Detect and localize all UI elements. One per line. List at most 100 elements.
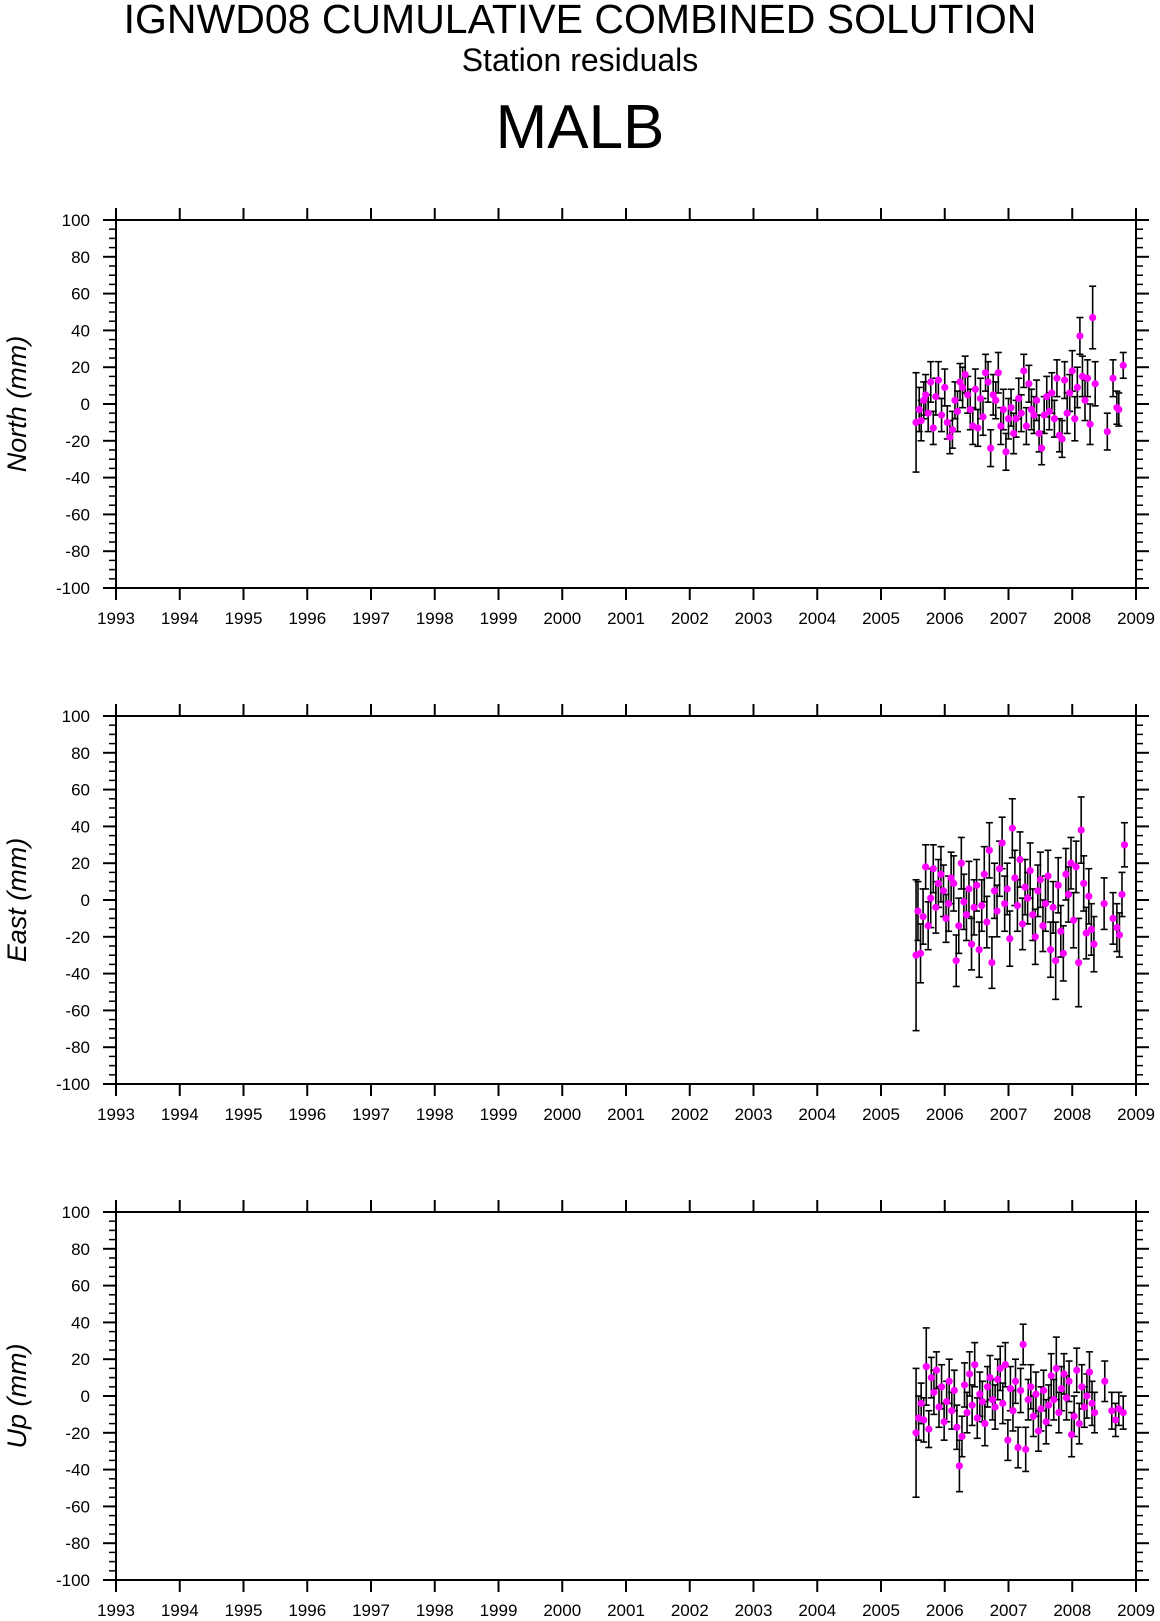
data-point bbox=[1008, 824, 1016, 832]
y-tick-label: 40 bbox=[71, 1313, 90, 1332]
panel-north: 100 80 60 40 20 0 -20 -40 -60 -80 -100 1993 1994 1995… bbox=[2, 208, 1155, 628]
x-tick-label: 1994 bbox=[161, 1105, 199, 1124]
data-point bbox=[1075, 1420, 1083, 1428]
series-east bbox=[912, 796, 1129, 1032]
y-tick-label: 0 bbox=[81, 395, 90, 414]
x-tick-label: 2009 bbox=[1117, 609, 1155, 628]
data-point bbox=[978, 1397, 986, 1406]
data-point bbox=[932, 393, 940, 401]
y-tick-label: -20 bbox=[65, 432, 90, 451]
data-point bbox=[1057, 927, 1065, 935]
data-point bbox=[1019, 1340, 1027, 1349]
x-tick-label: 1995 bbox=[225, 1105, 263, 1124]
data-point bbox=[983, 918, 991, 926]
y-tick-label: 80 bbox=[71, 744, 90, 763]
data-point bbox=[1048, 389, 1056, 397]
data-point bbox=[956, 378, 964, 386]
data-point bbox=[1045, 407, 1053, 415]
data-point bbox=[1109, 374, 1117, 382]
y-tick-label: -40 bbox=[65, 965, 90, 984]
data-point bbox=[990, 887, 999, 895]
data-point bbox=[1052, 1364, 1060, 1372]
x-tick-label: 1997 bbox=[352, 609, 390, 628]
data-point bbox=[1021, 883, 1029, 891]
data-point bbox=[952, 957, 960, 965]
data-point bbox=[1075, 958, 1083, 967]
data-point bbox=[1115, 405, 1123, 414]
data-point bbox=[1001, 900, 1009, 908]
data-point bbox=[973, 1414, 981, 1422]
data-point bbox=[1071, 415, 1079, 423]
data-point bbox=[1037, 1405, 1045, 1413]
data-point bbox=[1025, 380, 1033, 388]
data-point bbox=[1038, 444, 1046, 452]
data-point bbox=[1081, 396, 1089, 404]
y-tick-label: -100 bbox=[56, 1571, 90, 1590]
data-point bbox=[1082, 929, 1090, 937]
y-tick-label: 100 bbox=[62, 1203, 90, 1222]
data-point bbox=[1030, 411, 1038, 419]
data-point bbox=[1031, 933, 1039, 941]
y-tick-label: 100 bbox=[62, 707, 90, 726]
x-tick-label: 1999 bbox=[480, 1601, 518, 1620]
data-point bbox=[985, 846, 993, 854]
data-point bbox=[953, 1423, 961, 1431]
x-tick-label: 2008 bbox=[1053, 1601, 1091, 1620]
x-tick-label: 2003 bbox=[735, 609, 773, 628]
data-point bbox=[935, 1403, 943, 1411]
x-tick-label: 2005 bbox=[862, 1105, 900, 1124]
x-tick-label: 1993 bbox=[97, 1105, 135, 1124]
data-point bbox=[998, 839, 1006, 847]
data-point bbox=[964, 391, 972, 399]
data-point bbox=[1080, 1403, 1088, 1411]
data-point bbox=[993, 907, 1001, 915]
data-point bbox=[974, 424, 982, 432]
y-tick-label: 80 bbox=[71, 248, 90, 267]
y-tick-label: 60 bbox=[71, 781, 90, 800]
data-point bbox=[920, 1416, 928, 1424]
data-point bbox=[937, 411, 946, 419]
x-tick-label: 2007 bbox=[990, 609, 1028, 628]
data-point bbox=[1024, 1396, 1032, 1404]
data-point bbox=[1090, 1408, 1099, 1417]
data-point bbox=[937, 1383, 946, 1391]
data-point bbox=[1017, 409, 1025, 417]
data-point bbox=[976, 394, 985, 403]
data-point bbox=[1010, 429, 1018, 438]
data-point bbox=[1029, 911, 1037, 919]
x-tick-label: 2002 bbox=[671, 1105, 709, 1124]
data-point bbox=[1032, 396, 1041, 404]
data-point bbox=[999, 1399, 1007, 1407]
series-north bbox=[912, 285, 1127, 473]
data-point bbox=[1059, 949, 1067, 957]
data-point bbox=[1004, 1436, 1012, 1444]
x-tick-label: 2003 bbox=[735, 1601, 773, 1620]
x-tick-label: 1994 bbox=[161, 1601, 199, 1620]
data-point bbox=[983, 1383, 992, 1391]
data-point bbox=[924, 409, 932, 417]
y-tick-label: -60 bbox=[65, 1497, 90, 1516]
data-point bbox=[916, 949, 925, 957]
data-point bbox=[1067, 859, 1075, 867]
data-point bbox=[1006, 1385, 1015, 1393]
data-point bbox=[1006, 935, 1014, 943]
data-point bbox=[1069, 916, 1078, 924]
data-point bbox=[968, 1401, 976, 1409]
data-point bbox=[912, 1429, 920, 1437]
x-tick-label: 2005 bbox=[862, 609, 900, 628]
y-tick-label: -80 bbox=[65, 542, 90, 561]
data-point bbox=[978, 901, 986, 910]
data-point bbox=[1101, 1377, 1109, 1385]
data-point bbox=[1039, 922, 1047, 930]
data-point bbox=[950, 879, 958, 888]
data-point bbox=[1085, 892, 1093, 900]
y-tick-label: -60 bbox=[65, 505, 90, 524]
data-point bbox=[917, 416, 925, 425]
data-point bbox=[971, 1361, 979, 1369]
x-tick-label: 1998 bbox=[416, 1105, 454, 1124]
data-point bbox=[1085, 1368, 1094, 1376]
data-point bbox=[929, 865, 937, 873]
data-point bbox=[1065, 1377, 1073, 1385]
y-tick-label: 100 bbox=[62, 211, 90, 230]
data-point bbox=[943, 1397, 951, 1406]
